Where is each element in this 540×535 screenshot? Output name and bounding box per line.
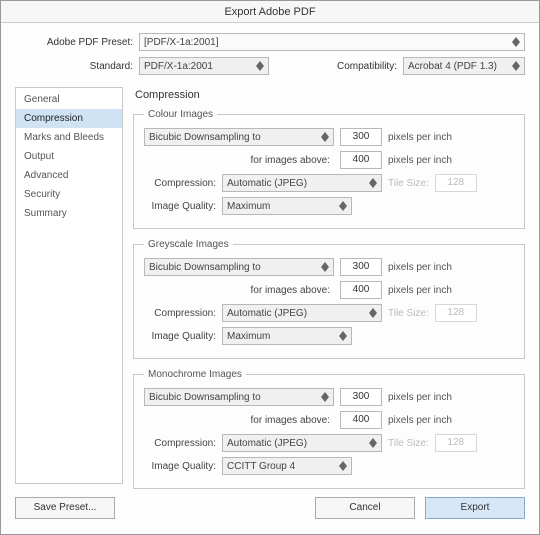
preset-value: [PDF/X-1a:2001] <box>144 37 218 48</box>
quality-label: Image Quality: <box>144 331 216 342</box>
tile-size-label: Tile Size: <box>388 308 429 319</box>
compat-value: Acrobat 4 (PDF 1.3) <box>408 61 497 72</box>
sidebar-item-general[interactable]: General <box>16 90 122 109</box>
stepper-icon <box>339 199 349 213</box>
mono-quality-select[interactable]: CCITT Group 4 <box>222 457 352 475</box>
stepper-icon <box>512 35 522 49</box>
stepper-icon <box>369 436 379 450</box>
stepper-icon <box>256 59 266 73</box>
for-above-label: for images above: <box>144 155 334 166</box>
standard-select[interactable]: PDF/X-1a:2001 <box>139 57 269 75</box>
standard-value: PDF/X-1a:2001 <box>144 61 213 72</box>
ppi-label: pixels per inch <box>388 262 452 273</box>
grey-above-input[interactable]: 400 <box>340 281 382 299</box>
colour-tile-input: 128 <box>435 174 477 192</box>
stepper-icon <box>339 459 349 473</box>
tile-size-label: Tile Size: <box>388 178 429 189</box>
save-preset-button[interactable]: Save Preset... <box>15 497 115 519</box>
stepper-icon <box>321 260 331 274</box>
for-above-label: for images above: <box>144 285 334 296</box>
standard-label: Standard: <box>15 61 133 72</box>
mono-tile-input: 128 <box>435 434 477 452</box>
panel-title: Compression <box>135 89 525 101</box>
cancel-button[interactable]: Cancel <box>315 497 415 519</box>
stepper-icon <box>369 176 379 190</box>
colour-quality-select[interactable]: Maximum <box>222 197 352 215</box>
sidebar-item-security[interactable]: Security <box>16 185 122 204</box>
sidebar-item-summary[interactable]: Summary <box>16 204 122 223</box>
quality-label: Image Quality: <box>144 461 216 472</box>
grey-compression-select[interactable]: Automatic (JPEG) <box>222 304 382 322</box>
grey-tile-input: 128 <box>435 304 477 322</box>
mono-legend: Monochrome Images <box>144 369 246 380</box>
ppi-label: pixels per inch <box>388 415 452 426</box>
compat-select[interactable]: Acrobat 4 (PDF 1.3) <box>403 57 525 75</box>
main-area: GeneralCompressionMarks and BleedsOutput… <box>1 87 539 492</box>
colour-legend: Colour Images <box>144 109 217 120</box>
window-titlebar: Export Adobe PDF <box>1 1 539 23</box>
export-button[interactable]: Export <box>425 497 525 519</box>
compression-label: Compression: <box>144 438 216 449</box>
sidebar-item-output[interactable]: Output <box>16 147 122 166</box>
sidebar-item-advanced[interactable]: Advanced <box>16 166 122 185</box>
grey-downsample-select[interactable]: Bicubic Downsampling to <box>144 258 334 276</box>
quality-label: Image Quality: <box>144 201 216 212</box>
sidebar-item-marks-and-bleeds[interactable]: Marks and Bleeds <box>16 128 122 147</box>
stepper-icon <box>339 329 349 343</box>
colour-dpi-input[interactable]: 300 <box>340 128 382 146</box>
grey-dpi-input[interactable]: 300 <box>340 258 382 276</box>
tile-size-label: Tile Size: <box>388 438 429 449</box>
grey-quality-select[interactable]: Maximum <box>222 327 352 345</box>
colour-compression-select[interactable]: Automatic (JPEG) <box>222 174 382 192</box>
export-pdf-window: Export Adobe PDF Adobe PDF Preset: [PDF/… <box>0 0 540 535</box>
ppi-label: pixels per inch <box>388 132 452 143</box>
compression-label: Compression: <box>144 308 216 319</box>
stepper-icon <box>512 59 522 73</box>
preset-select[interactable]: [PDF/X-1a:2001] <box>139 33 525 51</box>
colour-downsample-select[interactable]: Bicubic Downsampling to <box>144 128 334 146</box>
greyscale-images-group: Greyscale Images Bicubic Downsampling to… <box>133 239 525 359</box>
stepper-icon <box>321 390 331 404</box>
mono-dpi-input[interactable]: 300 <box>340 388 382 406</box>
mono-compression-select[interactable]: Automatic (JPEG) <box>222 434 382 452</box>
stepper-icon <box>321 130 331 144</box>
compat-label: Compatibility: <box>337 61 397 72</box>
monochrome-images-group: Monochrome Images Bicubic Downsampling t… <box>133 369 525 489</box>
sidebar: GeneralCompressionMarks and BleedsOutput… <box>15 87 123 484</box>
for-above-label: for images above: <box>144 415 334 426</box>
grey-legend: Greyscale Images <box>144 239 233 250</box>
window-title: Export Adobe PDF <box>224 6 315 18</box>
mono-above-input[interactable]: 400 <box>340 411 382 429</box>
footer: Save Preset... Cancel Export <box>1 492 539 534</box>
content-panel: Compression Colour Images Bicubic Downsa… <box>133 87 525 484</box>
colour-images-group: Colour Images Bicubic Downsampling to 30… <box>133 109 525 229</box>
preset-label: Adobe PDF Preset: <box>15 37 133 48</box>
stepper-icon <box>369 306 379 320</box>
compression-label: Compression: <box>144 178 216 189</box>
ppi-label: pixels per inch <box>388 155 452 166</box>
ppi-label: pixels per inch <box>388 392 452 403</box>
top-form: Adobe PDF Preset: [PDF/X-1a:2001] Standa… <box>1 23 539 87</box>
sidebar-item-compression[interactable]: Compression <box>16 109 122 128</box>
ppi-label: pixels per inch <box>388 285 452 296</box>
mono-downsample-select[interactable]: Bicubic Downsampling to <box>144 388 334 406</box>
colour-above-input[interactable]: 400 <box>340 151 382 169</box>
